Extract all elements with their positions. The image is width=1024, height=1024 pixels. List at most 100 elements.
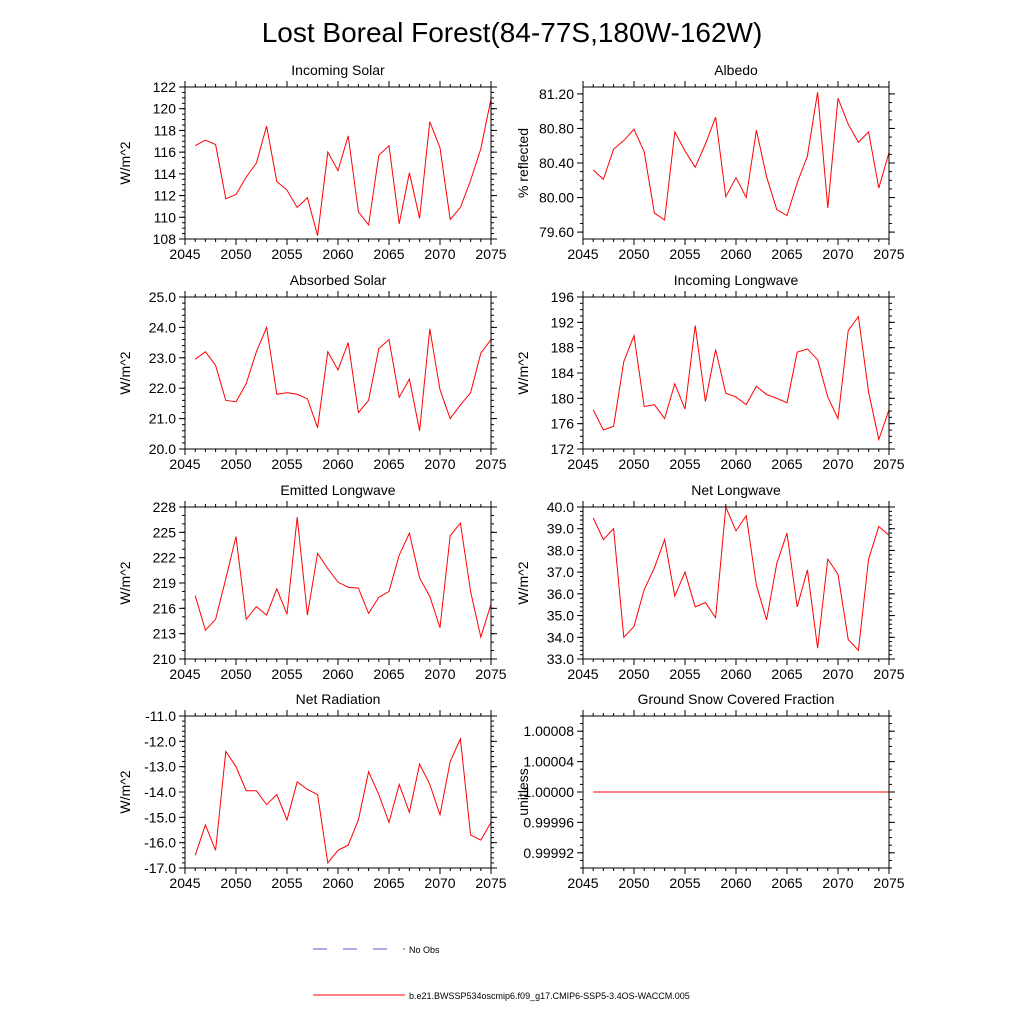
y-tick-label: -12.0 [144, 733, 176, 749]
series-line-1 [592, 92, 890, 221]
y-tick-label: 0.99996 [523, 814, 574, 830]
x-tick-label: 2065 [373, 666, 404, 682]
x-tick-label: 2060 [322, 666, 353, 682]
y-tick-label: 25.0 [149, 289, 176, 305]
y-tick-label: 172 [551, 441, 575, 457]
panel-title: Incoming Longwave [674, 272, 799, 288]
x-tick-label: 2045 [567, 246, 598, 262]
y-tick-label: 110 [154, 209, 177, 225]
y-tick-label: 35.0 [547, 608, 574, 624]
x-tick-label: 2065 [373, 456, 404, 472]
x-tick-label: 2075 [475, 875, 506, 891]
series-line-1 [194, 98, 492, 236]
x-tick-label: 2055 [669, 456, 700, 472]
x-tick-label: 2070 [822, 666, 853, 682]
y-tick-label: 34.0 [547, 629, 574, 645]
panel-title: Ground Snow Covered Fraction [638, 691, 835, 707]
y-tick-label: -16.0 [144, 835, 176, 851]
x-tick-label: 2045 [169, 875, 200, 891]
y-tick-label: 36.0 [547, 586, 574, 602]
y-tick-label: 114 [154, 166, 177, 182]
y-axis-label: W/m^2 [515, 561, 531, 604]
x-tick-label: 2055 [271, 246, 302, 262]
legend-no-obs-label: No Obs [409, 945, 440, 955]
plot-frame [184, 296, 492, 450]
y-tick-label: 180 [551, 390, 575, 406]
y-tick-label: 192 [551, 314, 575, 330]
x-tick-label: 2050 [618, 875, 649, 891]
y-tick-label: 1.00008 [523, 723, 574, 739]
y-tick-label: 213 [153, 626, 177, 642]
panel-6: Net Longwave W/m^2 2045 2050 2055 2060 2065 207… [515, 482, 905, 682]
x-tick-label: 2060 [720, 456, 751, 472]
y-tick-label: 228 [153, 499, 177, 515]
y-axis-label: W/m^2 [515, 351, 531, 394]
x-tick-label: 2075 [873, 456, 904, 472]
x-tick-label: 2070 [424, 246, 455, 262]
x-tick-label: 2050 [220, 456, 251, 472]
y-tick-label: -17.0 [144, 860, 176, 876]
y-tick-label: 33.0 [547, 651, 574, 667]
y-axis-label: W/m^2 [117, 351, 133, 394]
y-axis-label: % reflected [515, 128, 531, 198]
y-tick-label: 188 [551, 340, 575, 356]
series-line-1 [194, 517, 492, 639]
x-tick-label: 2060 [322, 246, 353, 262]
x-tick-label: 2070 [424, 666, 455, 682]
y-axis-label: W/m^2 [117, 141, 133, 184]
x-tick-label: 2060 [720, 246, 751, 262]
y-tick-label: 22.0 [149, 380, 176, 396]
panel-title: Absorbed Solar [290, 272, 387, 288]
x-tick-label: 2075 [475, 666, 506, 682]
y-axis-label: W/m^2 [117, 770, 133, 813]
x-tick-label: 2050 [220, 246, 251, 262]
y-tick-label: -15.0 [144, 809, 176, 825]
y-tick-label: 1.00004 [523, 754, 574, 770]
y-axis-label: W/m^2 [117, 561, 133, 604]
panel-title: Net Radiation [296, 691, 381, 707]
y-tick-label: 80.40 [539, 155, 574, 171]
y-tick-label: 40.0 [547, 499, 574, 515]
y-tick-label: 122 [153, 79, 177, 95]
x-tick-label: 2045 [169, 246, 200, 262]
series-line-1 [592, 315, 890, 442]
y-tick-label: -13.0 [144, 759, 176, 775]
panel-3: Absorbed Solar W/m^2 2045 2050 2055 2060 2065 2… [117, 272, 507, 472]
panel-title: Emitted Longwave [280, 482, 395, 498]
y-tick-label: 120 [153, 101, 177, 117]
x-tick-label: 2065 [771, 666, 802, 682]
y-tick-label: 21.0 [149, 411, 176, 427]
x-tick-label: 2055 [669, 666, 700, 682]
x-tick-label: 2050 [618, 246, 649, 262]
y-tick-label: 23.0 [149, 350, 176, 366]
y-tick-label: 219 [153, 575, 177, 591]
y-tick-label: 210 [153, 651, 177, 667]
x-tick-label: 2065 [373, 246, 404, 262]
series-line-1 [592, 506, 890, 652]
y-tick-label: 38.0 [547, 542, 574, 558]
y-tick-label: 112 [154, 188, 177, 204]
x-tick-label: 2075 [475, 456, 506, 472]
y-tick-label: 184 [551, 365, 575, 381]
y-tick-label: 80.00 [539, 190, 574, 206]
x-tick-label: 2070 [424, 875, 455, 891]
x-tick-label: 2045 [169, 666, 200, 682]
x-tick-label: 2045 [169, 456, 200, 472]
x-tick-label: 2045 [567, 456, 598, 472]
x-tick-label: 2075 [475, 246, 506, 262]
plot-frame [582, 86, 890, 240]
legend: No Obs b.e21.BWSSP534oscmip6.f09_g17.CMI… [313, 945, 690, 1001]
panel-title: Albedo [714, 62, 758, 78]
x-tick-label: 2055 [271, 875, 302, 891]
x-tick-label: 2050 [220, 666, 251, 682]
x-tick-label: 2060 [322, 875, 353, 891]
x-tick-label: 2050 [618, 456, 649, 472]
y-tick-label: 116 [154, 144, 177, 160]
x-tick-label: 2045 [567, 666, 598, 682]
x-tick-label: 2065 [771, 246, 802, 262]
figure-title: Lost Boreal Forest(84-77S,180W-162W) [262, 17, 763, 48]
panel-2: Albedo % reflected 2045 2050 2055 2060 2065 207… [515, 62, 905, 262]
y-axis-label: unitless [515, 768, 531, 815]
panel-title: Net Longwave [691, 482, 781, 498]
